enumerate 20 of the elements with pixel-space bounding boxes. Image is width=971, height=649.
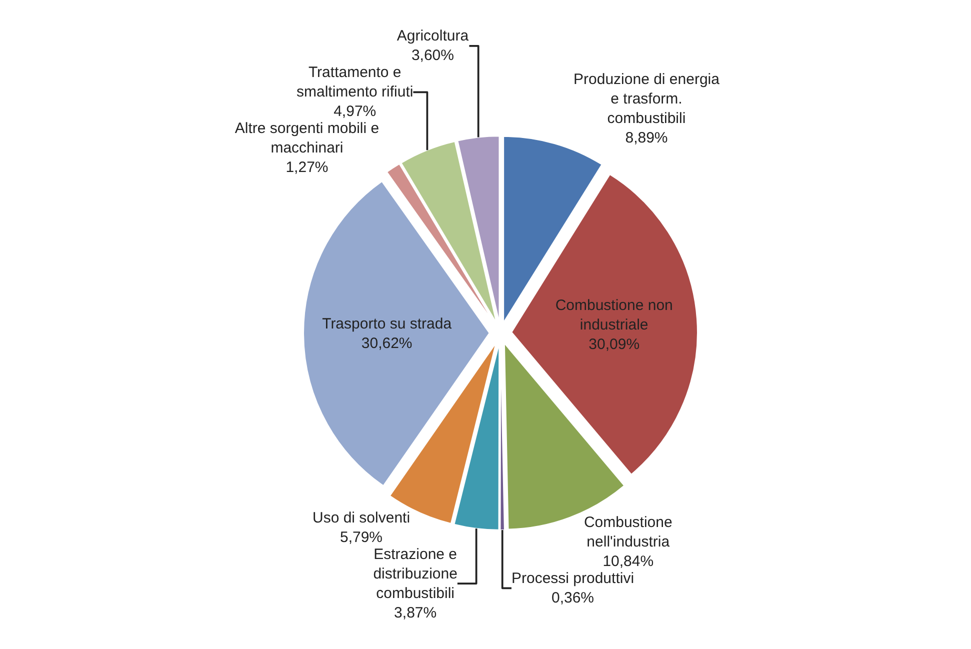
- data-label: 8,89%: [625, 129, 668, 146]
- slice-label: Agricoltura: [396, 28, 470, 45]
- data-label: 30,09%: [588, 336, 640, 353]
- data-label: 30,62%: [361, 334, 412, 352]
- data-label: 3,60%: [411, 47, 454, 64]
- slice-label: Produzione di energia e trasform. combustibili: [574, 70, 720, 127]
- data-label: 1,27%: [286, 159, 328, 176]
- data-label: 5,79%: [340, 528, 383, 546]
- slice-label: Combustione non industriale: [555, 296, 673, 334]
- slice-label: Combustione nell'industria: [584, 514, 672, 550]
- slice-label: Altre sorgenti mobili e macchinari: [234, 120, 380, 157]
- slice-label: Estrazione e distribuzione combustibili: [373, 546, 458, 602]
- data-label: 3,87%: [394, 604, 437, 622]
- slice-label: Processi produttivi: [511, 570, 634, 587]
- data-label: 4,97%: [334, 103, 376, 120]
- slice-label: Uso di solventi: [312, 509, 410, 526]
- slice-label: Trasporto su strada: [322, 315, 452, 332]
- data-label: 0,36%: [551, 589, 594, 606]
- slice-label: Trattamento e smaltimento rifiuti: [296, 64, 414, 101]
- data-label: 10,84%: [602, 552, 654, 570]
